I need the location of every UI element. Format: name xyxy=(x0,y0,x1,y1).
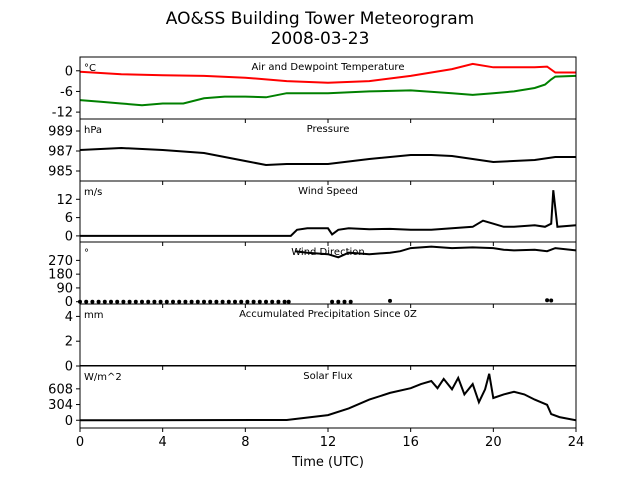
temp-panel-title: Air and Dewpoint Temperature xyxy=(252,62,405,73)
x-tick-label-1: 4 xyxy=(159,435,167,450)
precip-ytick-label-0: 4 xyxy=(65,310,73,325)
panel-wspd: 12 6 0 m/s Wind Speed xyxy=(56,180,577,246)
pres-series-line-0 xyxy=(80,146,576,167)
panel-precip: 4 2 0 mm Accumulated Precipitation Since 0Z xyxy=(65,303,577,375)
wdir-point-0-4 xyxy=(102,299,107,304)
pres-unit-label: hPa xyxy=(84,125,102,136)
wdir-point-0-23 xyxy=(220,299,225,304)
temp-series-line-1 xyxy=(80,74,576,107)
wdir-point-0-14 xyxy=(164,299,169,304)
wdir-point-0-19 xyxy=(195,299,200,304)
precip-ytick-label-2: 0 xyxy=(65,360,73,375)
wdir-point-0-9 xyxy=(133,299,138,304)
temp-ytick-label-2: -12 xyxy=(52,106,73,121)
wdir-point-0-35 xyxy=(330,299,335,304)
panels: 0-6-12°C Air and Dewpoint Temperature9899… xyxy=(48,56,577,432)
wdir-ytick-label-2: 90 xyxy=(56,281,73,296)
panel-pres: 989 987 985 hPa Pressure xyxy=(48,118,577,185)
wspd-panel-title: Wind Speed xyxy=(298,186,358,197)
wdir-point-0-21 xyxy=(208,299,213,304)
wdir-point-0-26 xyxy=(239,299,244,304)
wdir-point-0-16 xyxy=(177,299,182,304)
solar-ytick-label-1: 304 xyxy=(48,398,73,413)
wspd-series-line-0 xyxy=(80,190,576,237)
wdir-point-0-15 xyxy=(171,299,175,304)
wdir-ytick-label-1: 180 xyxy=(48,268,73,283)
solar-panel-title: Solar Flux xyxy=(303,371,353,382)
wdir-point-0-8 xyxy=(127,299,132,304)
x-tick-label-3: 12 xyxy=(320,435,337,450)
wdir-point-0-12 xyxy=(152,299,157,304)
pres-panel-title: Pressure xyxy=(307,124,350,135)
wdir-point-0-7 xyxy=(121,299,126,304)
figure-title-line1: AO&SS Building Tower Meteorogram xyxy=(166,9,474,29)
wdir-unit-label: ° xyxy=(84,248,89,259)
wdir-point-0-13 xyxy=(158,299,163,304)
temp-ytick-label-0: 0 xyxy=(65,64,73,79)
wdir-series-line-0 xyxy=(294,245,576,259)
x-axis-label: Time (UTC) xyxy=(291,455,364,470)
wdir-point-0-1 xyxy=(84,299,89,304)
wdir-ytick-label-3: 0 xyxy=(65,295,73,310)
wdir-panel-title: Wind Direction xyxy=(291,247,365,258)
solar-ytick-label-0: 608 xyxy=(48,382,73,397)
wdir-point-0-30 xyxy=(264,299,268,304)
wdir-point-0-38 xyxy=(348,299,353,304)
figure-title-line2: 2008-03-23 xyxy=(271,29,370,49)
wspd-unit-label: m/s xyxy=(84,187,102,198)
temp-unit-label: °C xyxy=(84,63,96,74)
wdir-point-0-36 xyxy=(336,299,341,304)
wdir-point-0-37 xyxy=(342,299,347,304)
wdir-point-0-41 xyxy=(549,298,554,303)
wdir-point-0-18 xyxy=(189,299,194,304)
wdir-point-0-28 xyxy=(251,299,256,304)
wdir-point-0-25 xyxy=(233,299,237,304)
wdir-point-0-24 xyxy=(226,299,231,304)
wdir-point-0-39 xyxy=(388,298,392,303)
pres-ytick-label-2: 985 xyxy=(48,165,73,180)
solar-series-line-0 xyxy=(80,373,576,422)
wdir-point-0-10 xyxy=(140,299,144,304)
precip-unit-label: mm xyxy=(84,310,103,321)
x-tick-label-0: 0 xyxy=(76,435,84,450)
precip-ytick-label-1: 2 xyxy=(65,335,73,350)
solar-unit-label: W/m^2 xyxy=(84,372,122,383)
x-axis: 0 4 8 12 16 20 24 xyxy=(76,435,584,450)
temp-ytick-label-1: -6 xyxy=(60,85,73,100)
x-tick-label-5: 20 xyxy=(485,435,502,450)
panel-temp: 0 -6 -12 °C Air and Dewpoint Temperature xyxy=(52,56,577,123)
x-tick-label-6: 24 xyxy=(568,435,585,450)
wdir-point-0-5 xyxy=(109,299,113,304)
wdir-point-0-6 xyxy=(115,299,120,304)
wspd-ytick-label-2: 0 xyxy=(65,229,73,244)
wdir-point-0-27 xyxy=(245,299,250,304)
temp-series-line-0 xyxy=(80,62,576,84)
precip-panel-title: Accumulated Precipitation Since 0Z xyxy=(239,309,417,320)
x-tick-label-4: 16 xyxy=(402,435,419,450)
wdir-point-0-17 xyxy=(183,299,188,304)
wdir-point-0-31 xyxy=(270,299,275,304)
wspd-ytick-label-0: 12 xyxy=(56,193,73,208)
wdir-point-0-29 xyxy=(257,299,262,304)
solar-ytick-label-2: 0 xyxy=(65,414,73,429)
wdir-point-0-3 xyxy=(96,299,101,304)
wdir-point-0-20 xyxy=(202,299,206,304)
wdir-ytick-label-0: 270 xyxy=(48,254,73,269)
wdir-point-0-40 xyxy=(545,298,550,303)
pres-ytick-label-0: 989 xyxy=(48,125,73,140)
wdir-point-0-11 xyxy=(146,299,151,304)
wdir-point-0-2 xyxy=(90,299,95,304)
wspd-ytick-label-1: 6 xyxy=(65,211,73,226)
x-tick-label-2: 8 xyxy=(241,435,249,450)
wdir-point-0-34 xyxy=(286,299,291,304)
wdir-point-0-22 xyxy=(214,299,219,304)
wdir-point-0-33 xyxy=(282,299,287,304)
pres-ytick-label-1: 987 xyxy=(48,145,73,160)
wdir-point-0-32 xyxy=(276,299,281,304)
